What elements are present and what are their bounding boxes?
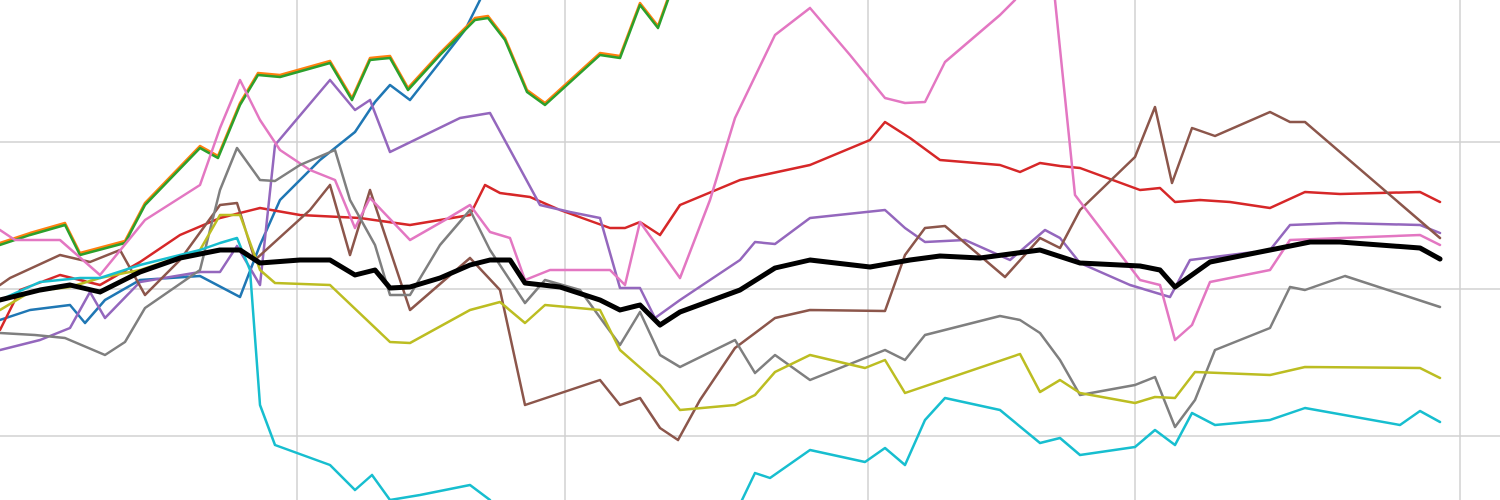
series-line: [0, 213, 1442, 412]
plot-area: [0, 0, 1443, 500]
series-line: [0, 0, 669, 255]
series-line: [0, 120, 1442, 332]
series-line: [0, 0, 670, 257]
series-line: [0, 239, 1443, 328]
series-line: [0, 78, 1442, 352]
series-line: [0, 0, 482, 325]
series-line: [0, 105, 1442, 442]
series-line: [0, 236, 1442, 500]
series-line: [0, 0, 1442, 342]
series-line: [0, 146, 1442, 429]
